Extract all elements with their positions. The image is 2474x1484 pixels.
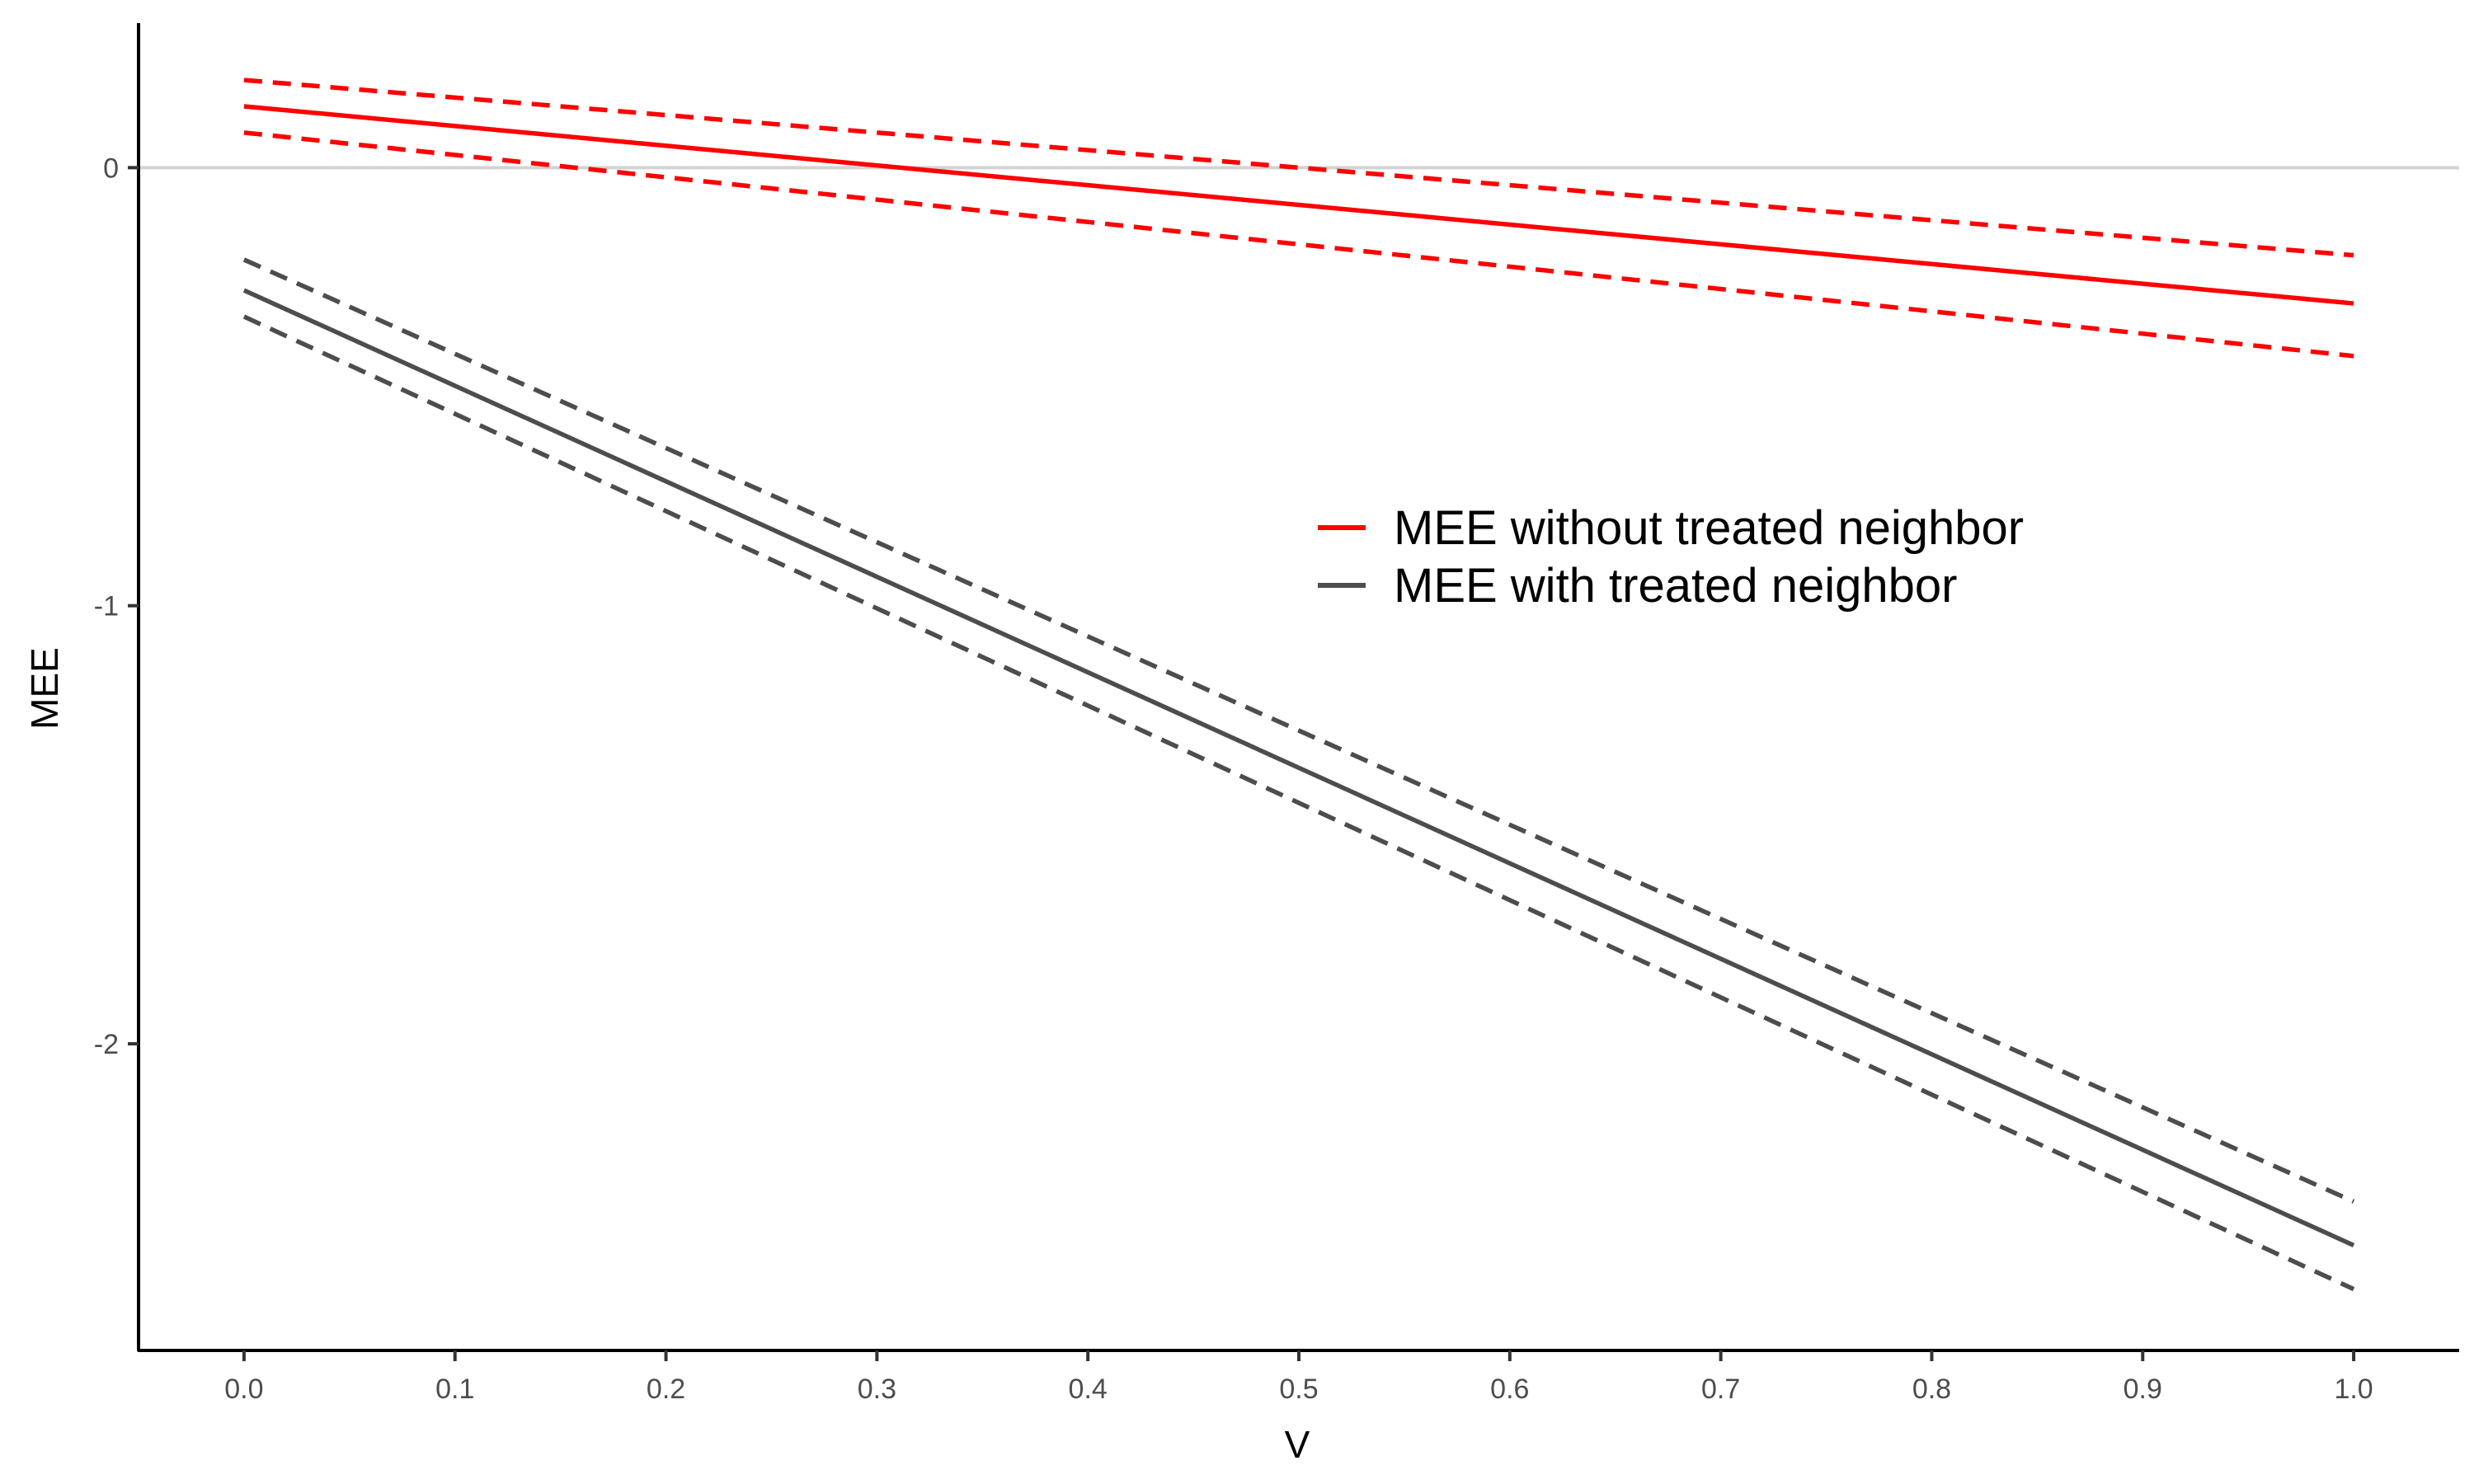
legend-label-1: MEE without treated neighbor <box>1394 501 2024 555</box>
x-axis-title: V <box>1285 1423 1310 1466</box>
x-tick-label: 0.9 <box>2124 1374 2162 1405</box>
y-tick-label: 0 <box>103 153 119 184</box>
series-2 <box>242 257 2355 1292</box>
x-tick-label: 0.6 <box>1490 1374 1529 1405</box>
x-tick-label: 0.4 <box>1069 1374 1108 1405</box>
y-tick-label: -2 <box>94 1029 119 1060</box>
series-1-estimate-line <box>243 104 2354 306</box>
x-tick-label: 0.2 <box>647 1374 685 1405</box>
y-tick-label: -1 <box>94 591 119 622</box>
series-1-upper-ci-line <box>243 77 2354 258</box>
series-2-estimate-line <box>242 288 2355 1247</box>
series-2-upper-ci-line <box>242 257 2355 1204</box>
x-tick-label: 1.0 <box>2334 1374 2373 1405</box>
x-tick-label: 0.7 <box>1701 1374 1740 1405</box>
x-tick-label: 0.3 <box>858 1374 896 1405</box>
x-tick-label: 0.1 <box>435 1374 474 1405</box>
plot-area <box>139 77 2459 1292</box>
x-tick-label: 0.8 <box>1912 1374 1951 1405</box>
x-tick-label: 0.5 <box>1279 1374 1318 1405</box>
series-2-lower-ci-line <box>242 314 2355 1292</box>
series-1 <box>243 77 2354 359</box>
legend-label-2: MEE with treated neighbor <box>1394 559 1957 613</box>
series-1-lower-ci-line <box>243 130 2354 359</box>
x-tick-label: 0.0 <box>224 1374 263 1405</box>
axes: 0.0 0.1 0.2 0.3 0.4 0.5 0.6 0.7 0.8 0.9 1.0 0 -1 -2 <box>94 23 2459 1405</box>
y-axis-title: MEE <box>23 647 66 730</box>
